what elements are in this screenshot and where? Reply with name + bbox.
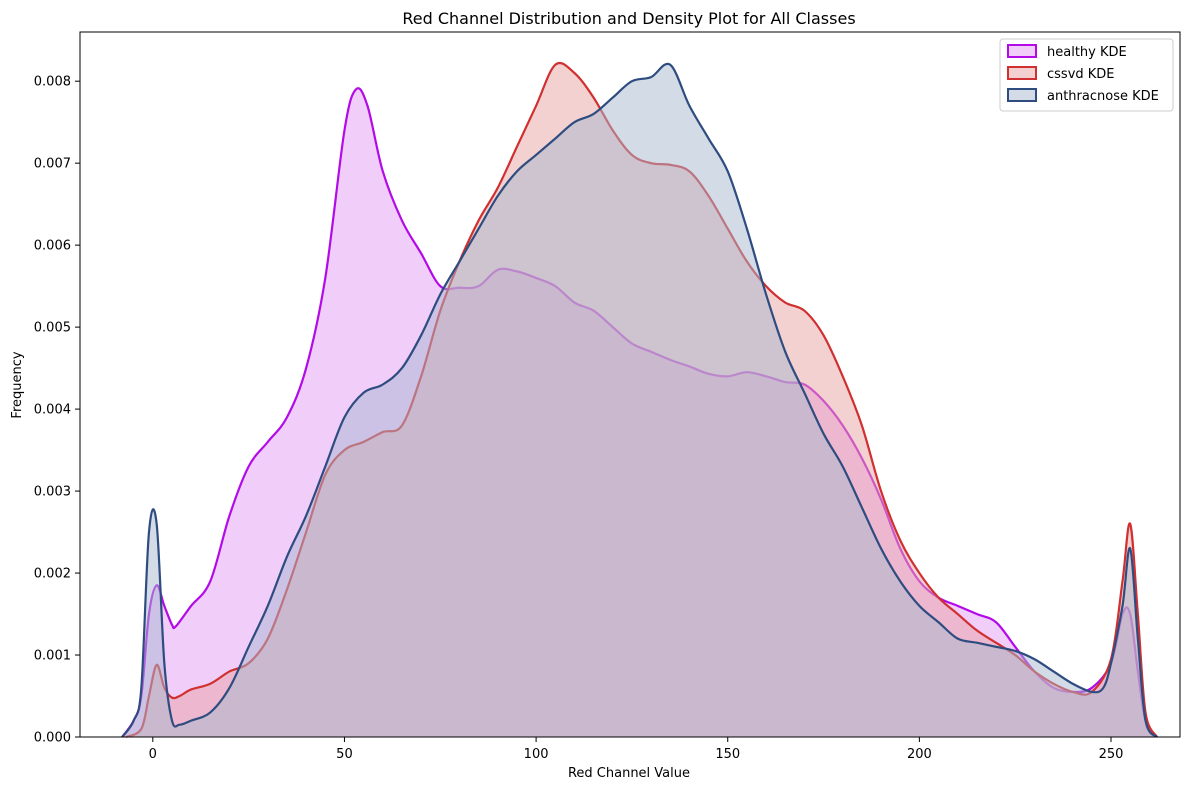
y-axis-label: Frequency <box>10 351 25 418</box>
y-tick-label: 0.005 <box>34 321 71 336</box>
plot-frame <box>79 31 1181 738</box>
legend-swatch-1 <box>1007 66 1037 80</box>
axes: 0 50 100 150 200 250 0.000 0.001 0.002 0.003 0.004… <box>34 31 1181 762</box>
legend-label-1: cssvd KDE <box>1047 67 1115 82</box>
plot-area <box>121 61 1158 739</box>
legend-label-2: anthracnose KDE <box>1047 89 1159 104</box>
x-axis-label: Red Channel Value <box>568 766 690 781</box>
x-tick-label: 50 <box>336 747 353 762</box>
y-tick-label: 0.004 <box>34 403 71 418</box>
x-tick-label: 150 <box>715 747 740 762</box>
x-tick-label: 100 <box>524 747 549 762</box>
legend-box <box>999 38 1174 112</box>
x-tick-label: 200 <box>907 747 932 762</box>
x-tick-label: 0 <box>149 747 157 762</box>
legend-label-0: healthy KDE <box>1047 45 1127 60</box>
y-tick-label: 0.001 <box>34 649 71 664</box>
legend: healthy KDE cssvd KDE anthracnose KDE <box>999 38 1174 112</box>
y-tick-label: 0.008 <box>34 75 71 90</box>
legend-swatch-0 <box>1007 44 1037 58</box>
y-tick-label: 0.007 <box>34 157 71 172</box>
chart-title: Red Channel Distribution and Density Plo… <box>402 9 855 28</box>
legend-swatch-2 <box>1007 88 1037 102</box>
y-tick-label: 0.006 <box>34 239 71 254</box>
series-line-2 <box>121 62 1158 738</box>
x-tick-label: 250 <box>1099 747 1124 762</box>
y-tick-label: 0.003 <box>34 485 71 500</box>
y-tick-label: 0.002 <box>34 567 71 582</box>
y-tick-label: 0.000 <box>34 731 71 746</box>
series-fill-2 <box>122 63 1157 737</box>
